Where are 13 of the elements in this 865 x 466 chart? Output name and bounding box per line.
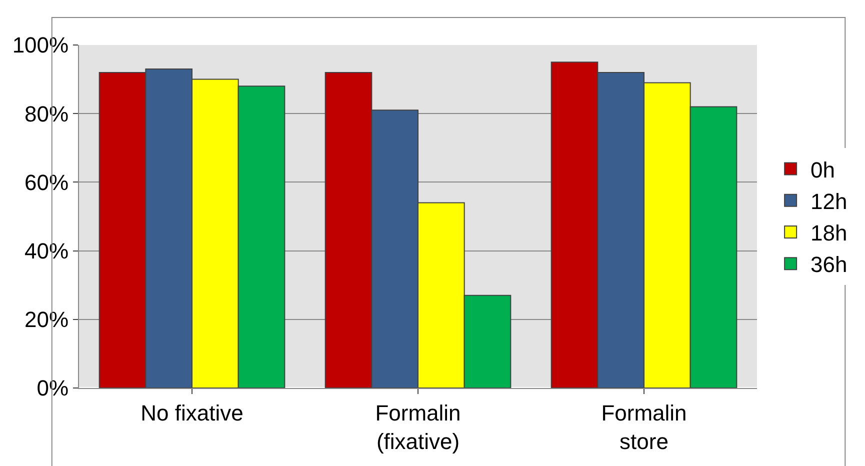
y-tick-label: 40% [24,238,69,264]
legend-label: 0h [810,157,836,182]
y-tick-label: 80% [24,101,69,126]
legend-label: 36h [810,252,848,278]
y-tick-label: 0% [36,376,69,401]
legend-label: 18h [810,220,848,246]
y-tick-label: 60% [24,170,69,195]
x-tick-label: Formalin store [601,400,687,454]
y-tick-label: 20% [24,307,69,332]
y-tick-label: 100% [12,32,69,58]
x-tick-label: Formalin (fixative) [375,400,461,454]
legend-label: 12h [810,188,848,214]
x-tick-label: No fixative [140,400,244,426]
